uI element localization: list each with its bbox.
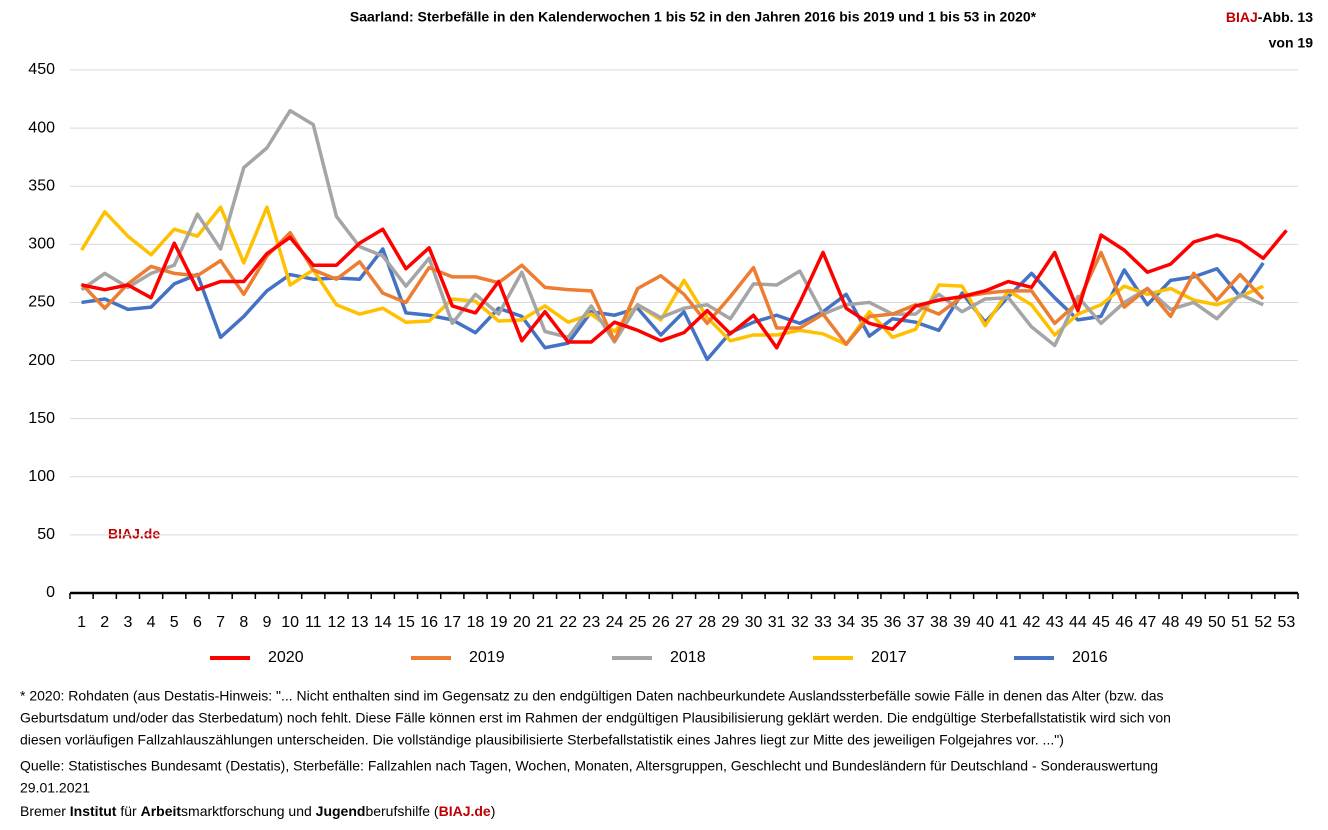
x-tick-label: 19: [490, 614, 508, 631]
x-tick-label: 12: [328, 614, 346, 631]
x-tick-label: 53: [1278, 614, 1296, 631]
y-tick-label: 200: [28, 352, 55, 369]
watermark: BIAJ.de: [108, 526, 160, 542]
x-tick-label: 27: [675, 614, 693, 631]
badge-brand: BIAJ: [1226, 9, 1258, 25]
x-tick-label: 40: [976, 614, 994, 631]
x-tick-label: 14: [374, 614, 392, 631]
x-tick-label: 6: [193, 614, 202, 631]
x-tick-label: 16: [420, 614, 438, 631]
x-tick-label: 25: [629, 614, 647, 631]
series-line: [80, 108, 1264, 348]
credit-part: smarktforschung und: [181, 803, 316, 819]
footnote-line: diesen vorläufigen Fallzahlauszählungen …: [20, 732, 1064, 748]
x-tick-label: 31: [768, 614, 786, 631]
legend-label: 2020: [268, 649, 304, 666]
footnote-line: Geburtsdatum und/oder das Sterbedatum) n…: [20, 710, 1171, 726]
x-tick-label: 7: [216, 614, 225, 631]
chart-title: Saarland: Sterbefälle in den Kalenderwoc…: [350, 9, 1037, 25]
credit-part: Bremer: [20, 803, 70, 819]
credit-part: Jugend: [316, 803, 366, 819]
x-tick-label: 10: [281, 614, 299, 631]
legend-label: 2019: [469, 649, 505, 666]
x-tick-label: 37: [907, 614, 925, 631]
x-tick-label: 47: [1138, 614, 1156, 631]
x-tick-label: 29: [721, 614, 739, 631]
x-tick-label: 15: [397, 614, 415, 631]
footnote-line: * 2020: Rohdaten (aus Destatis-Hinweis: …: [20, 688, 1164, 704]
x-tick-label: 33: [814, 614, 832, 631]
x-tick-label: 35: [860, 614, 878, 631]
x-tick-label: 28: [698, 614, 716, 631]
credit-part: ): [491, 803, 496, 819]
legend-label: 2016: [1072, 649, 1108, 666]
x-tick-label: 43: [1046, 614, 1064, 631]
credit-part: für: [116, 803, 140, 819]
x-tick-label: 18: [467, 614, 485, 631]
x-tick-label: 44: [1069, 614, 1087, 631]
badge-count: von 19: [1269, 35, 1314, 51]
x-tick-label: 45: [1092, 614, 1110, 631]
x-tick-label: 17: [443, 614, 461, 631]
y-tick-label: 150: [28, 410, 55, 427]
x-tick-label: 8: [239, 614, 248, 631]
x-tick-label: 5: [170, 614, 179, 631]
x-tick-label: 13: [351, 614, 369, 631]
series-line: [81, 227, 1288, 350]
x-tick-label: 21: [536, 614, 554, 631]
x-tick-label: 38: [930, 614, 948, 631]
x-tick-label: 23: [582, 614, 600, 631]
y-tick-label: 250: [28, 294, 55, 311]
badge-figure: -Abb. 13: [1258, 9, 1313, 25]
y-tick-label: 450: [28, 61, 55, 78]
credit-part: BIAJ.de: [439, 803, 491, 819]
x-tick-label: 50: [1208, 614, 1226, 631]
x-tick-label: 22: [559, 614, 577, 631]
x-tick-label: 32: [791, 614, 809, 631]
y-tick-label: 400: [28, 119, 55, 136]
x-tick-label: 49: [1185, 614, 1203, 631]
credit-part: Institut: [70, 803, 117, 819]
x-tick-label: 48: [1162, 614, 1180, 631]
x-tick-label: 42: [1023, 614, 1041, 631]
credit-part: berufshilfe (: [365, 803, 438, 819]
footnote-line: Quelle: Statistisches Bundesamt (Destati…: [20, 758, 1158, 774]
y-tick-label: 50: [37, 526, 55, 543]
badge: BIAJ-Abb. 13: [1226, 9, 1313, 25]
x-tick-label: 24: [606, 614, 624, 631]
footnote: * 2020: Rohdaten (aus Destatis-Hinweis: …: [20, 688, 1171, 796]
x-tick-label: 39: [953, 614, 971, 631]
x-tick-label: 36: [884, 614, 902, 631]
y-tick-label: 300: [28, 236, 55, 253]
x-tick-label: 3: [123, 614, 132, 631]
x-tick-label: 26: [652, 614, 670, 631]
legend-label: 2018: [670, 649, 706, 666]
footnote-line: 29.01.2021: [20, 780, 90, 796]
series-line: [81, 247, 1265, 362]
y-tick-label: 0: [46, 584, 55, 601]
x-tick-label: 51: [1231, 614, 1249, 631]
x-tick-label: 34: [837, 614, 855, 631]
x-tick-label: 46: [1115, 614, 1133, 631]
x-tick-label: 30: [745, 614, 763, 631]
x-tick-label: 41: [999, 614, 1017, 631]
x-tick-label: 20: [513, 614, 531, 631]
x-tick-label: 11: [305, 614, 322, 631]
y-tick-label: 350: [28, 177, 55, 194]
legend-label: 2017: [871, 649, 907, 666]
y-tick-label: 100: [28, 468, 55, 485]
credit: Bremer Institut für Arbeitsmarktforschun…: [20, 803, 495, 819]
x-tick-label: 9: [262, 614, 271, 631]
x-tick-label: 1: [77, 614, 86, 631]
x-tick-label: 52: [1254, 614, 1272, 631]
x-tick-label: 4: [147, 614, 156, 631]
credit-part: Arbeit: [141, 803, 182, 819]
x-tick-label: 2: [100, 614, 109, 631]
